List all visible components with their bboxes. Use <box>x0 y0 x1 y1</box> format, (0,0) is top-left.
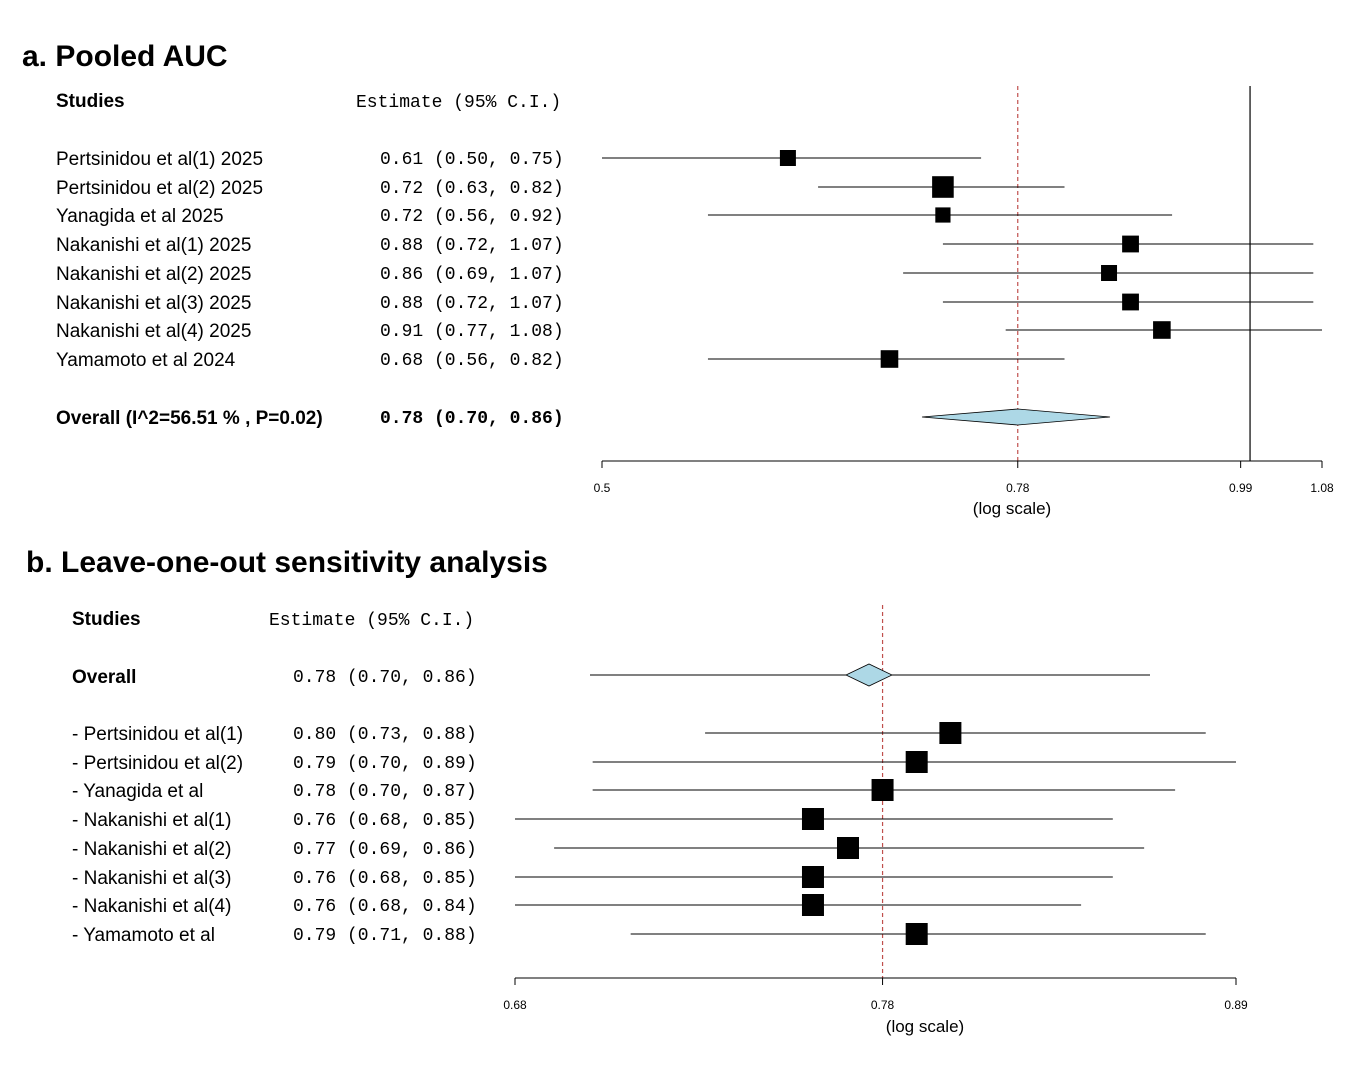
panel-a-x-tick-label: 0.78 <box>1006 481 1030 495</box>
panel-b-xlabel: (log scale) <box>886 1017 964 1036</box>
panel-b-study-estimate: 0.79 (0.71, 0.88) <box>293 926 477 946</box>
panel-a-title: a. Pooled AUC <box>22 40 228 73</box>
panel-a-overall-diamond <box>921 408 1111 426</box>
panel-b-point-square <box>939 722 962 744</box>
panel-b-point-square <box>905 751 928 773</box>
panel-b-point-square <box>905 923 928 945</box>
panel-b-study-estimate: 0.76 (0.68, 0.85) <box>293 811 477 831</box>
panel-a-overall-estimate: 0.78 (0.70, 0.86) <box>380 409 564 429</box>
panel-b-title: b. Leave-one-out sensitivity analysis <box>26 546 548 579</box>
panel-a-study-label: Pertsinidou et al(1) 2025 <box>56 149 263 170</box>
panel-a-study-estimate: 0.88 (0.72, 1.07) <box>380 236 564 256</box>
panel-b-study-label: - Nakanishi et al(4) <box>72 896 231 917</box>
panel-b-study-label: - Nakanishi et al(3) <box>72 868 231 889</box>
panel-b-study-label: - Yamamoto et al <box>72 925 215 946</box>
panel-b-overall-estimate: 0.78 (0.70, 0.86) <box>293 668 477 688</box>
panel-a-study-estimate: 0.61 (0.50, 0.75) <box>380 150 564 170</box>
panel-b-x-tick-label: 0.68 <box>503 998 527 1012</box>
panel-b-x-tick-label: 0.89 <box>1224 998 1248 1012</box>
panel-b-point-square <box>801 866 824 888</box>
panel-b-study-estimate: 0.76 (0.68, 0.84) <box>293 897 477 917</box>
panel-a-x-tick-label: 0.99 <box>1229 481 1253 495</box>
panel-b-overall-label: Overall <box>72 667 136 688</box>
panel-b-point-square <box>801 808 824 830</box>
panel-a-study-estimate: 0.68 (0.56, 0.82) <box>380 351 564 371</box>
panel-a-x-tick-label: 0.5 <box>594 481 611 495</box>
panel-a-point-square <box>1122 293 1139 311</box>
panel-b-study-estimate: 0.76 (0.68, 0.85) <box>293 869 477 889</box>
panel-b-study-label: - Nakanishi et al(1) <box>72 810 231 831</box>
panel-b-marks: Overall 0.78 (0.70, 0.86) - Pertsinidou et… <box>72 605 1248 1012</box>
panel-b-x-tick-label: 0.78 <box>871 998 895 1012</box>
panel-a-study-label: Pertsinidou et al(2) 2025 <box>56 178 263 199</box>
panel-b-study-label: - Pertsinidou et al(2) <box>72 753 243 774</box>
panel-b-point-square <box>871 779 894 801</box>
panel-b-overall-diamond <box>845 663 893 687</box>
panel-b-point-square <box>801 894 824 916</box>
panel-a-study-estimate: 0.72 (0.63, 0.82) <box>380 179 564 199</box>
panel-a-point-square <box>880 350 899 368</box>
panel-a-point-square <box>935 207 951 223</box>
panel-b-study-label: - Yanagida et al <box>72 781 203 802</box>
panel-a-x-tick-label: 1.08 <box>1310 481 1334 495</box>
panel-a-study-label: Yanagida et al 2025 <box>56 206 224 227</box>
panel-a-study-estimate: 0.91 (0.77, 1.08) <box>380 322 564 342</box>
panel-a-studies-header: Studies <box>56 91 125 112</box>
panel-b: b. Leave-one-out sensitivity analysis St… <box>26 546 1248 1036</box>
panel-b-study-estimate: 0.77 (0.69, 0.86) <box>293 840 477 860</box>
panel-a-point-square <box>1122 235 1139 253</box>
panel-a-study-label: Nakanishi et al(4) 2025 <box>56 321 251 342</box>
panel-a-study-estimate: 0.86 (0.69, 1.07) <box>380 265 564 285</box>
panel-a-study-label: Nakanishi et al(3) 2025 <box>56 293 251 314</box>
panel-a-study-label: Nakanishi et al(2) 2025 <box>56 264 251 285</box>
panel-b-studies-header: Studies <box>72 609 141 630</box>
panel-a-study-label: Nakanishi et al(1) 2025 <box>56 235 251 256</box>
panel-a-study-estimate: 0.72 (0.56, 0.92) <box>380 207 564 227</box>
panel-a-point-square <box>1101 265 1118 281</box>
panel-a-xlabel: (log scale) <box>973 499 1051 518</box>
panel-b-study-estimate: 0.78 (0.70, 0.87) <box>293 782 477 802</box>
panel-a-marks: Pertsinidou et al(1) 2025 0.61 (0.50, 0.7… <box>56 86 1334 495</box>
panel-a-estimate-header: Estimate (95% C.I.) <box>356 93 561 113</box>
panel-a: a. Pooled AUC Studies Estimate (95% C.I.… <box>22 40 1334 518</box>
panel-a-point-square <box>779 150 796 166</box>
panel-b-study-label: - Pertsinidou et al(1) <box>72 724 243 745</box>
panel-a-study-label: Yamamoto et al 2024 <box>56 350 236 371</box>
panel-b-study-estimate: 0.80 (0.73, 0.88) <box>293 725 477 745</box>
panel-a-study-estimate: 0.88 (0.72, 1.07) <box>380 294 564 314</box>
panel-b-study-estimate: 0.79 (0.70, 0.89) <box>293 754 477 774</box>
panel-a-point-square <box>1153 321 1171 339</box>
panel-b-point-square <box>836 837 859 859</box>
panel-b-study-label: - Nakanishi et al(2) <box>72 839 231 860</box>
panel-a-point-square <box>932 176 954 198</box>
panel-b-estimate-header: Estimate (95% C.I.) <box>269 611 474 631</box>
panel-a-overall-label: Overall (I^2=56.51 % , P=0.02) <box>56 408 323 429</box>
